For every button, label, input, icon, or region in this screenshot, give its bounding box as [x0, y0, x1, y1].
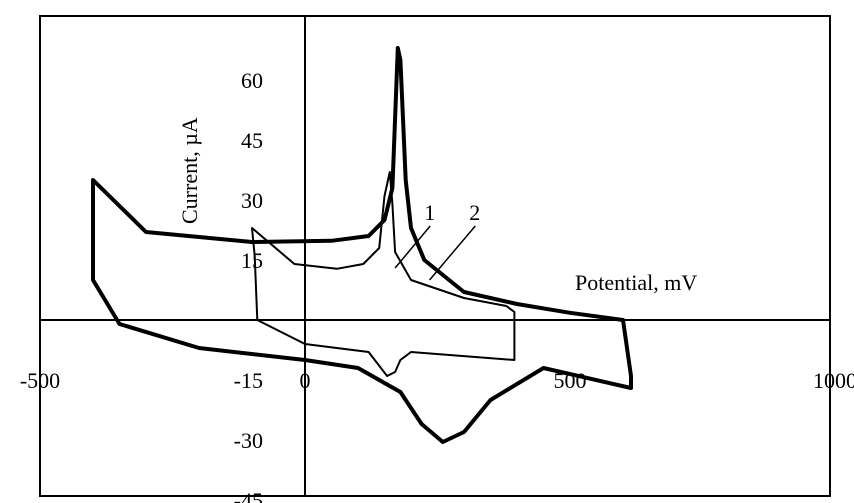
- x-tick-labels: -500 0 500 1000: [20, 368, 854, 393]
- y-tick-label: 60: [241, 68, 263, 93]
- series-line-1: [251, 171, 516, 377]
- y-tick-label: 30: [241, 188, 263, 213]
- y-tick-label: -15: [234, 368, 263, 393]
- curve-label-leader: [394, 225, 431, 269]
- x-tick-label: 0: [300, 368, 311, 393]
- y-tick-label: 15: [241, 248, 263, 273]
- y-tick-label: -30: [234, 428, 263, 453]
- plot-frame: [39, 15, 831, 497]
- y-tick-label: -45: [234, 488, 263, 503]
- series-group: [91, 46, 633, 444]
- x-axis-title: Potential, mV: [575, 270, 697, 295]
- x-tick-label: 500: [554, 368, 587, 393]
- series-line-2: [91, 46, 633, 444]
- curve-label: 2: [469, 200, 480, 225]
- curve-label-leader: [428, 225, 476, 281]
- y-tick-label: 45: [241, 128, 263, 153]
- y-axis-title: Current, µA: [177, 117, 202, 224]
- x-tick-label: 1000: [813, 368, 854, 393]
- curve-label: 1: [424, 200, 435, 225]
- y-tick-labels: 60 45 30 15 -15 -30 -45: [234, 68, 263, 503]
- x-tick-label: -500: [20, 368, 60, 393]
